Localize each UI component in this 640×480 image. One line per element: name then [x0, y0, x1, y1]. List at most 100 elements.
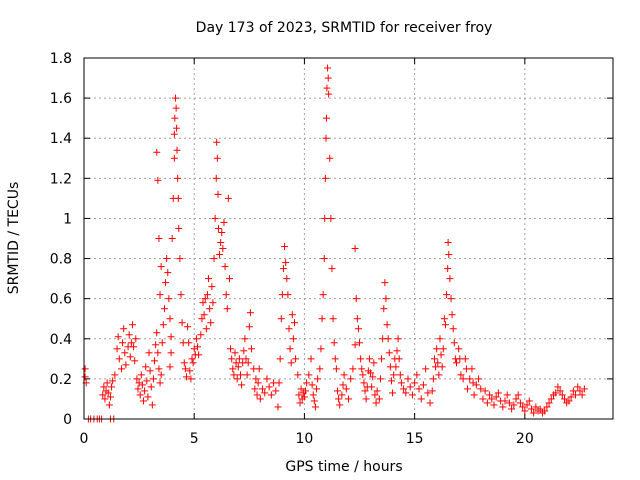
- data-point: [488, 395, 496, 403]
- data-point: [404, 375, 412, 383]
- data-point: [365, 355, 373, 363]
- data-point: [479, 395, 487, 403]
- data-point: [444, 265, 452, 273]
- data-point: [147, 383, 155, 391]
- data-point: [165, 295, 173, 303]
- data-point: [297, 385, 305, 393]
- data-point: [246, 309, 254, 317]
- data-point: [289, 335, 297, 343]
- data-point: [81, 365, 89, 373]
- data-point: [457, 371, 465, 379]
- data-point: [216, 251, 224, 259]
- data-point: [331, 355, 339, 363]
- data-point: [426, 399, 434, 407]
- data-point: [389, 389, 397, 397]
- data-point: [263, 375, 271, 383]
- data-point: [541, 407, 549, 415]
- data-point: [481, 387, 489, 395]
- data-point: [231, 349, 239, 357]
- x-axis-label: GPS time / hours: [285, 459, 402, 475]
- data-point: [565, 397, 573, 405]
- data-point: [286, 345, 294, 353]
- data-point: [272, 387, 280, 395]
- data-point: [157, 371, 165, 379]
- y-tick-label: 0.4: [50, 332, 72, 348]
- data-point: [393, 347, 401, 355]
- data-point: [336, 401, 344, 409]
- data-point: [492, 393, 500, 401]
- data-point: [450, 339, 458, 347]
- data-point: [138, 381, 146, 389]
- data-point: [381, 279, 389, 287]
- data-point: [368, 383, 376, 391]
- data-point: [353, 315, 361, 323]
- data-point: [311, 403, 319, 411]
- y-tick-label: 0: [63, 412, 72, 428]
- data-point: [415, 385, 423, 393]
- data-point: [120, 325, 128, 333]
- data-point: [173, 124, 181, 132]
- data-point: [166, 315, 174, 323]
- data-point: [144, 393, 152, 401]
- data-point: [545, 399, 553, 407]
- x-tick-label: 0: [80, 431, 89, 447]
- data-point: [392, 363, 400, 371]
- data-point: [333, 387, 341, 395]
- data-point: [235, 355, 243, 363]
- data-point: [115, 355, 123, 363]
- data-point: [100, 383, 108, 391]
- data-point: [185, 339, 193, 347]
- data-point: [424, 389, 432, 397]
- data-point: [371, 391, 379, 399]
- data-point: [136, 391, 144, 399]
- data-point: [408, 391, 416, 399]
- grid: [84, 58, 613, 419]
- data-point: [384, 335, 392, 343]
- data-point: [375, 395, 383, 403]
- y-axis-label: SRMTID / TECUs: [6, 182, 22, 295]
- series-srmtid: [81, 64, 588, 423]
- data-point: [340, 371, 348, 379]
- data-point: [234, 363, 242, 371]
- data-point: [449, 325, 457, 333]
- data-point: [241, 335, 249, 343]
- data-point: [552, 389, 560, 397]
- data-point: [240, 347, 248, 355]
- data-point: [419, 381, 427, 389]
- data-point: [519, 403, 527, 411]
- data-point: [400, 385, 408, 393]
- data-point: [444, 239, 452, 247]
- data-point: [171, 94, 179, 102]
- data-point: [154, 349, 162, 357]
- data-point: [468, 365, 476, 373]
- data-point: [324, 74, 332, 82]
- data-point: [133, 375, 141, 383]
- data-point: [245, 323, 253, 331]
- data-point: [181, 365, 189, 373]
- data-point: [149, 375, 157, 383]
- data-point: [177, 291, 185, 299]
- data-point: [317, 345, 325, 353]
- data-point: [214, 224, 222, 232]
- data-point: [329, 315, 337, 323]
- data-point: [255, 365, 263, 373]
- data-point: [328, 265, 336, 273]
- data-point: [440, 315, 448, 323]
- data-point: [461, 355, 469, 363]
- data-point: [119, 339, 127, 347]
- data-point: [351, 341, 359, 349]
- chart-title: Day 173 of 2023, SRMTID for receiver fro…: [196, 20, 493, 36]
- data-point: [288, 311, 296, 319]
- data-point: [300, 393, 308, 401]
- data-point: [437, 351, 445, 359]
- data-point: [439, 345, 447, 353]
- data-point: [380, 305, 388, 313]
- data-point: [362, 395, 370, 403]
- data-point: [576, 387, 584, 395]
- data-point: [130, 343, 138, 351]
- data-point: [470, 391, 478, 399]
- data-point: [503, 391, 511, 399]
- data-point: [109, 377, 117, 385]
- data-point: [194, 343, 202, 351]
